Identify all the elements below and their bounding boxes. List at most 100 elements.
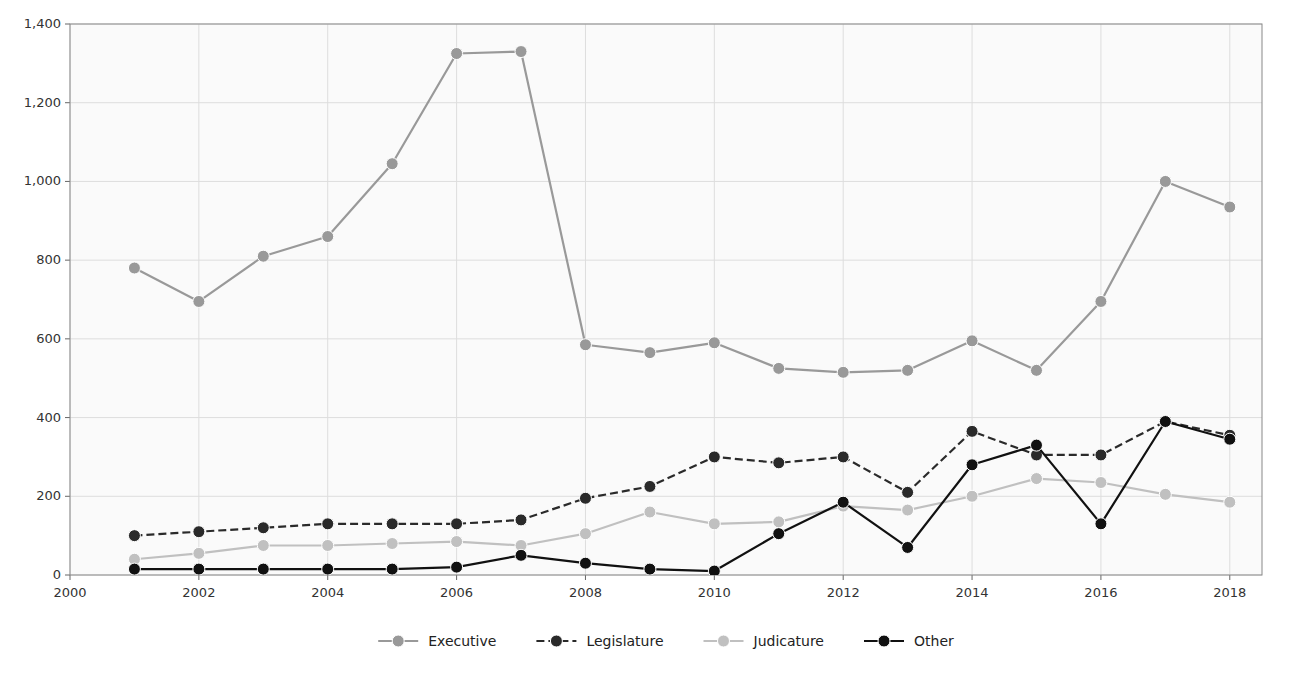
legend-swatch-marker (550, 635, 562, 647)
x-tick (70, 575, 71, 580)
series-marker (257, 250, 269, 262)
series-marker (1224, 433, 1236, 445)
legend-swatch-marker (718, 635, 730, 647)
series-marker (708, 518, 720, 530)
x-tick-label: 2010 (698, 585, 731, 600)
series-marker (386, 158, 398, 170)
series-marker (837, 496, 849, 508)
series-marker (1030, 364, 1042, 376)
legend-item: Legislature (536, 633, 663, 649)
y-tick (65, 260, 70, 261)
legend-swatch-marker (392, 635, 404, 647)
series-marker (644, 480, 656, 492)
x-tick-label: 2002 (182, 585, 215, 600)
series-marker (1159, 175, 1171, 187)
series-marker (966, 425, 978, 437)
x-tick-label: 2008 (569, 585, 602, 600)
series-marker (322, 518, 334, 530)
series-marker (128, 262, 140, 274)
series-marker (837, 451, 849, 463)
series-marker (1095, 449, 1107, 461)
grid-line-x (714, 24, 715, 575)
data-layer (128, 46, 1235, 575)
series-line (134, 52, 1229, 373)
x-tick-label: 2004 (311, 585, 344, 600)
legend-item: Judicature (704, 633, 824, 649)
series-marker (579, 528, 591, 540)
legend-label: Judicature (753, 633, 824, 649)
series-marker (257, 563, 269, 575)
x-tick-label: 2014 (956, 585, 989, 600)
series-marker (515, 46, 527, 58)
series-marker (128, 530, 140, 542)
legend-item: Other (864, 633, 954, 649)
grid-line-x (1229, 24, 1230, 575)
legend-label: Other (914, 633, 954, 649)
x-tick-label: 2012 (827, 585, 860, 600)
legend-item: Executive (378, 633, 496, 649)
legend-swatch-marker (878, 635, 890, 647)
x-tick (1100, 575, 1101, 580)
series-marker (1095, 518, 1107, 530)
series-marker (386, 538, 398, 550)
legend: Executive Legislature Judicature Other (378, 633, 954, 649)
series-marker (1224, 201, 1236, 213)
series-marker (322, 231, 334, 243)
y-tick (65, 417, 70, 418)
y-tick-label: 200 (36, 488, 61, 503)
y-tick-label: 1,400 (24, 16, 61, 31)
y-tick (65, 496, 70, 497)
axes: 02004006008001,0001,2001,400200020022004… (24, 16, 1262, 600)
series-marker (451, 536, 463, 548)
series-marker (644, 563, 656, 575)
series-marker (644, 506, 656, 518)
series-marker (773, 528, 785, 540)
x-tick (714, 575, 715, 580)
plot-frame (70, 24, 1262, 575)
y-tick-label: 800 (36, 252, 61, 267)
grid-line-y (70, 417, 1262, 418)
x-tick-label: 2006 (440, 585, 473, 600)
y-tick-label: 0 (53, 567, 61, 582)
y-tick (65, 102, 70, 103)
x-tick-label: 2000 (53, 585, 86, 600)
series-marker (1030, 439, 1042, 451)
series-line (134, 479, 1229, 560)
legend-label: Legislature (586, 633, 663, 649)
x-tick (327, 575, 328, 580)
plot-background (70, 24, 1262, 575)
series-marker (902, 486, 914, 498)
series-marker (193, 295, 205, 307)
series-marker (1159, 488, 1171, 500)
grid-line-y (70, 260, 1262, 261)
series-marker (322, 539, 334, 551)
grid-line-y (70, 102, 1262, 103)
series-marker (451, 48, 463, 60)
series-marker (773, 457, 785, 469)
grid-line-y (70, 496, 1262, 497)
grid-line-y (70, 181, 1262, 182)
series-marker (773, 516, 785, 528)
series-marker (322, 563, 334, 575)
x-tick (198, 575, 199, 580)
legend-label: Executive (428, 633, 496, 649)
series-marker (1095, 295, 1107, 307)
series-marker (1224, 496, 1236, 508)
x-tick-label: 2018 (1213, 585, 1246, 600)
series-marker (193, 526, 205, 538)
series-marker (708, 565, 720, 575)
series-marker (386, 563, 398, 575)
chart: 02004006008001,0001,2001,400200020022004… (0, 0, 1292, 675)
series-marker (1030, 473, 1042, 485)
series-marker (1159, 416, 1171, 428)
y-tick (65, 181, 70, 182)
series-marker (902, 504, 914, 516)
x-tick-label: 2016 (1084, 585, 1117, 600)
series-marker (1159, 416, 1171, 428)
y-tick-label: 600 (36, 331, 61, 346)
y-tick-label: 1,200 (24, 95, 61, 110)
series-marker (1095, 477, 1107, 489)
grid-line-x (456, 24, 457, 575)
series-marker (386, 518, 398, 530)
grid-line-x (327, 24, 328, 575)
